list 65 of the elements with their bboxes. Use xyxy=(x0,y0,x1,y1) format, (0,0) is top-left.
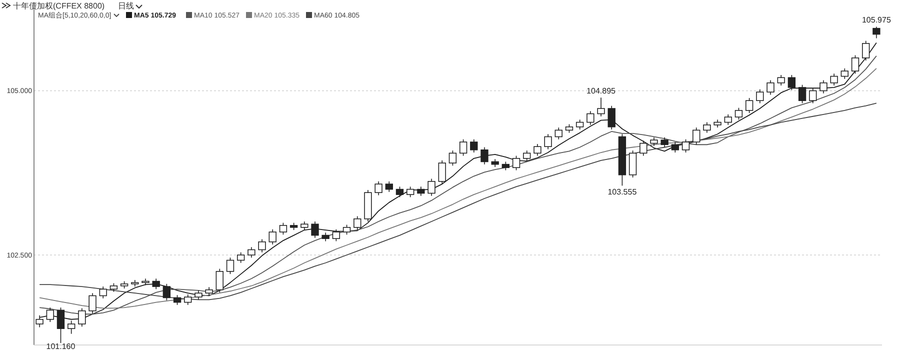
candlestick xyxy=(671,142,680,153)
candlestick xyxy=(428,178,436,196)
candlestick xyxy=(544,134,552,150)
chart-title: 十年债加权(CFFEX 8800) xyxy=(13,2,105,10)
candlestick xyxy=(576,119,584,130)
candlestick xyxy=(236,252,245,264)
candlestick xyxy=(872,26,880,39)
candlestick xyxy=(777,74,785,86)
candlestick xyxy=(184,294,192,306)
candlestick xyxy=(194,290,202,300)
candlestick xyxy=(459,138,468,156)
candlestick xyxy=(438,160,446,184)
candlestick xyxy=(554,127,562,140)
candlestick xyxy=(660,136,668,148)
candlestick xyxy=(417,186,425,196)
candlestick xyxy=(406,186,414,198)
candlestick xyxy=(268,228,276,245)
candlestick xyxy=(216,268,224,293)
candlestick xyxy=(830,73,838,86)
candlestick xyxy=(734,107,743,120)
candlestick xyxy=(173,294,182,306)
candlestick xyxy=(396,186,404,198)
candlestick xyxy=(586,110,594,126)
candlestick xyxy=(88,292,96,314)
candlestick xyxy=(724,114,732,126)
candlestick xyxy=(226,257,234,274)
candlestick xyxy=(756,89,764,104)
annotation: 101.160 xyxy=(46,342,76,350)
candlestick xyxy=(534,144,542,156)
candlestick xyxy=(692,127,700,146)
candlestick xyxy=(703,122,711,134)
chart-subtitle: 日线 xyxy=(118,2,134,10)
candlestick xyxy=(342,224,351,236)
candlestick xyxy=(99,286,107,299)
candlestick xyxy=(385,181,393,192)
candlestick xyxy=(608,105,616,130)
candlestick xyxy=(448,150,457,166)
candlestick xyxy=(682,138,690,153)
annotation: 104.895 xyxy=(586,86,616,96)
candlestick xyxy=(512,155,520,171)
candlestick xyxy=(628,150,637,178)
candlestick xyxy=(766,80,774,96)
candlestick xyxy=(640,140,648,156)
candlestick xyxy=(840,68,848,80)
candlestick xyxy=(332,228,340,242)
annotation: 103.555 xyxy=(608,188,638,197)
candlestick xyxy=(152,278,160,290)
annotation: 105.975 xyxy=(862,16,892,25)
candlestick xyxy=(470,138,478,153)
candlestick xyxy=(162,284,171,301)
candlestick xyxy=(851,54,860,74)
candlestick xyxy=(354,216,362,230)
candlestick xyxy=(788,74,796,90)
candlestick xyxy=(798,84,806,104)
candlestick xyxy=(374,181,382,196)
candlestick xyxy=(279,222,288,236)
candlestick xyxy=(597,97,605,117)
candlestick xyxy=(480,146,488,165)
candlestick xyxy=(745,98,754,114)
candlestick xyxy=(311,221,319,238)
candlestick xyxy=(523,150,531,162)
candlestick xyxy=(248,246,256,258)
candlestick xyxy=(258,238,266,253)
candlestick xyxy=(809,88,817,104)
candlestick xyxy=(820,80,828,94)
